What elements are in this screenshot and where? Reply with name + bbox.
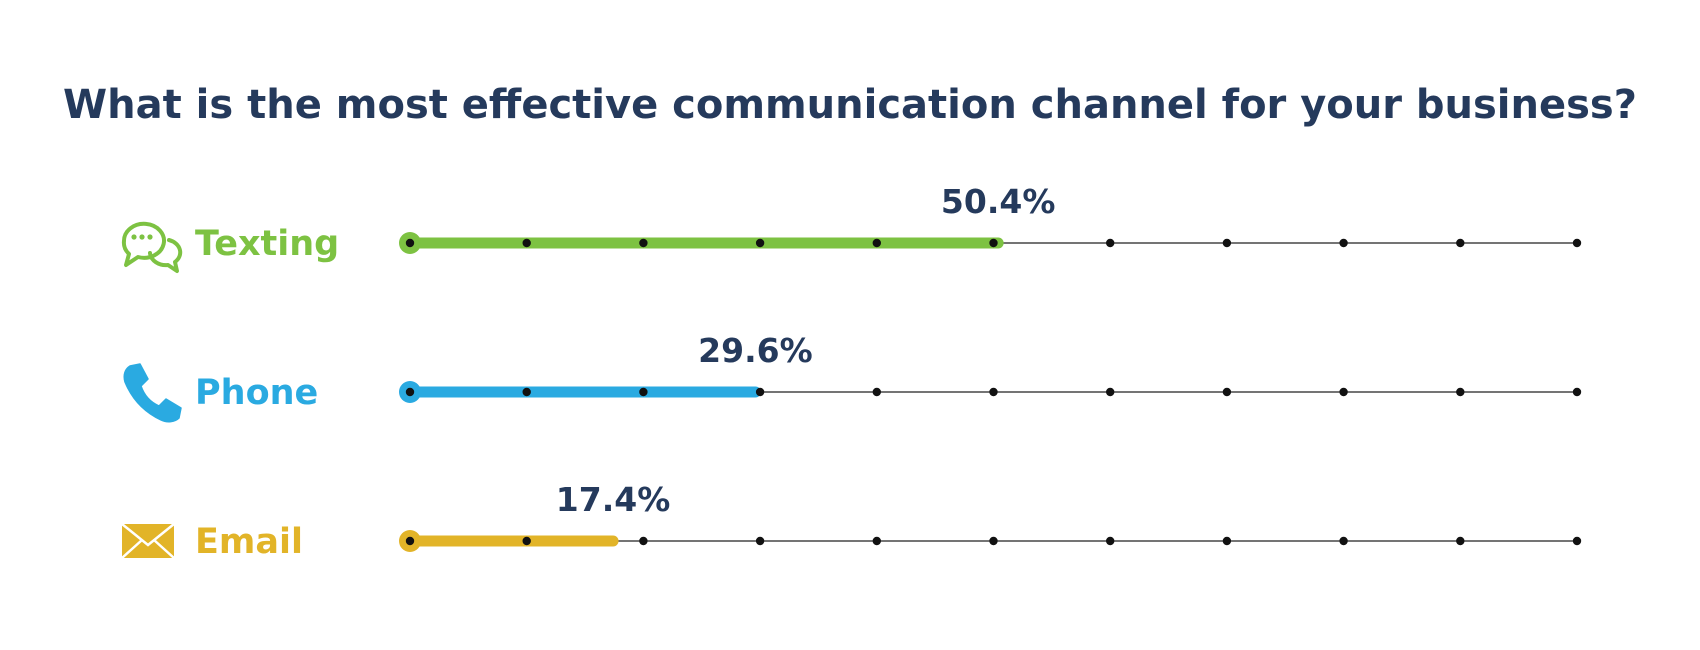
tick-dot (405, 238, 415, 248)
chart-title: What is the most effective communication… (63, 82, 1637, 128)
tick-dot (1572, 387, 1582, 397)
tick-dot (755, 536, 765, 546)
tick-dot (405, 387, 415, 397)
chart-rows: Texting 50.4% Phone 29.6% Email 17.4% (121, 182, 1582, 562)
tick-dot (405, 536, 415, 546)
value-label: 29.6% (698, 331, 813, 370)
tick-dot (1456, 536, 1465, 546)
tick-dot (1106, 387, 1115, 397)
bar-row-phone: Phone 29.6% (123, 331, 1582, 423)
tick-dot (522, 387, 531, 397)
tick-dot (1106, 238, 1115, 248)
value-label: 50.4% (941, 182, 1056, 221)
tick-dot (989, 238, 998, 248)
tick-dot (1456, 238, 1465, 248)
chat-bubbles-icon (121, 221, 183, 273)
phone-icon (123, 363, 182, 423)
category-label: Phone (195, 373, 318, 413)
tick-dot (639, 238, 648, 248)
tick-dot (1339, 238, 1348, 248)
bar-row-email: Email 17.4% (121, 480, 1582, 562)
value-label: 17.4% (556, 480, 671, 519)
tick-dot (1106, 536, 1115, 546)
tick-dot (1222, 387, 1232, 397)
tick-dot (522, 536, 531, 546)
tick-dot (872, 238, 881, 248)
tick-dot (755, 387, 765, 397)
tick-dot (1339, 536, 1348, 546)
tick-dot (872, 536, 881, 546)
tick-dot (1572, 238, 1582, 248)
tick-dot (1456, 387, 1465, 397)
tick-dot (639, 387, 648, 397)
tick-dot (989, 387, 998, 397)
envelope-icon (121, 523, 175, 559)
tick-dot (522, 238, 531, 248)
category-label: Texting (195, 224, 339, 264)
tick-dot (872, 387, 881, 397)
tick-dot (1572, 536, 1582, 546)
tick-dot (989, 536, 998, 546)
bar-row-texting: Texting 50.4% (121, 182, 1582, 273)
tick-dot (1339, 387, 1348, 397)
category-label: Email (195, 522, 303, 562)
tick-dot (1222, 238, 1232, 248)
tick-dot (639, 536, 648, 546)
tick-dot (1222, 536, 1232, 546)
tick-dot (755, 238, 765, 248)
